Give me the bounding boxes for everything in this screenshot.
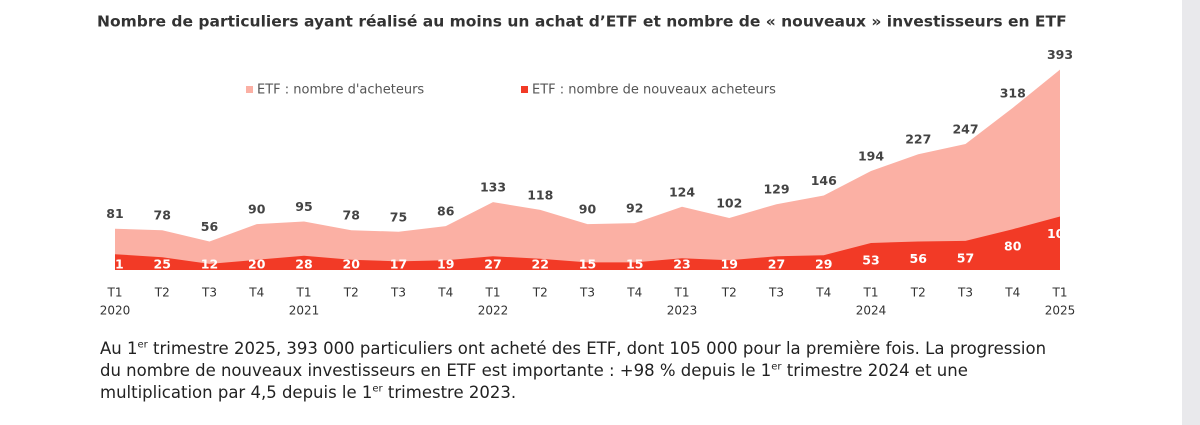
data-label: 102 [716,195,742,210]
data-label: 28 [295,257,312,272]
data-label: 78 [343,208,360,223]
x-tick-label: T2 [910,286,926,300]
caption-text: multiplication par 4,5 depuis le 1 [100,383,373,402]
x-tick-label: T3 [390,286,406,300]
chart: Nombre de particuliers ayant réalisé au … [97,13,1076,318]
x-tick-label: T4 [437,286,453,300]
x-tick-label: 2022 [478,304,509,318]
data-label: 23 [673,257,690,272]
x-tick-label: T4 [626,286,642,300]
x-tick-label: T1 [1052,286,1068,300]
x-tick-label: T1 [674,286,690,300]
data-label: 393 [1047,47,1073,62]
x-tick-label: T3 [957,286,973,300]
chart-title: Nombre de particuliers ayant réalisé au … [97,13,1067,31]
caption-text: du nombre de nouveaux investisseurs en E… [100,361,772,380]
data-label: 27 [768,257,785,272]
x-tick-label: T2 [721,286,737,300]
data-label: 15 [626,257,643,272]
x-tick-label: 2024 [856,304,887,318]
data-label: 81 [106,206,123,221]
data-label: 194 [858,149,884,164]
data-label: 95 [295,199,312,214]
data-label: 129 [763,182,789,197]
data-label: 57 [957,250,974,265]
x-tick-label: 2025 [1045,304,1076,318]
x-tick-label: T4 [1004,286,1020,300]
superscript: er [372,383,383,395]
screen-edge [1182,0,1200,425]
data-label: 31 [106,257,123,272]
caption-text: trimestre 2025, 393 000 particuliers ont… [147,339,1047,358]
data-label: 22 [532,257,549,272]
data-label: 29 [815,257,832,272]
x-tick-label: T3 [201,286,217,300]
data-label: 78 [154,208,171,223]
x-tick-label: T2 [532,286,548,300]
data-label: 56 [201,219,219,234]
data-label: 56 [910,251,928,266]
x-tick-label: T1 [296,286,312,300]
data-label: 12 [201,257,218,272]
legend-label: ETF : nombre de nouveaux acheteurs [532,83,776,98]
data-label: 105 [1047,226,1073,241]
data-label: 20 [343,257,361,272]
x-tick-label: T4 [248,286,264,300]
data-label: 20 [248,257,266,272]
caption-text: Au 1 [100,339,138,358]
x-tick-label: T2 [154,286,170,300]
area [115,216,1060,270]
data-label: 90 [248,202,266,217]
legend-swatch [246,86,253,93]
data-label: 247 [952,122,978,137]
data-label: 124 [669,184,695,199]
x-tick-label: T3 [768,286,784,300]
data-label: 318 [1000,85,1026,100]
x-tick-label: 2021 [289,304,320,318]
x-tick-label: T1 [107,286,123,300]
caption: Au 1er trimestre 2025, 393 000 particuli… [100,338,1100,404]
x-tick-label: T1 [485,286,501,300]
x-tick-label: T1 [863,286,879,300]
x-tick-label: T3 [579,286,595,300]
legend-label: ETF : nombre d'acheteurs [257,83,424,98]
data-label: 19 [721,257,738,272]
area [115,69,1060,270]
data-label: 27 [484,257,501,272]
data-label: 53 [862,252,879,267]
data-label: 227 [905,132,931,147]
data-label: 25 [154,257,171,272]
data-label: 86 [437,204,455,219]
x-tick-label: 2023 [667,304,698,318]
data-label: 17 [390,257,407,272]
data-label: 146 [811,173,837,188]
data-label: 92 [626,201,643,216]
x-tick-label: 2020 [100,304,131,318]
legend-swatch [521,86,528,93]
caption-line: Au 1er trimestre 2025, 393 000 particuli… [100,338,1100,360]
data-label: 19 [437,257,454,272]
caption-text: trimestre 2023. [382,383,517,402]
superscript: er [137,339,148,351]
data-label: 75 [390,209,407,224]
caption-line: multiplication par 4,5 depuis le 1er tri… [100,382,1100,404]
x-tick-label: T2 [343,286,359,300]
x-tick-label: T4 [815,286,831,300]
caption-text: trimestre 2024 et une [781,361,968,380]
data-label: 133 [480,180,506,195]
data-label: 15 [579,257,596,272]
data-label: 80 [1004,239,1022,254]
data-label: 90 [579,202,597,217]
caption-line: du nombre de nouveaux investisseurs en E… [100,360,1100,382]
data-label: 118 [527,187,553,202]
superscript: er [771,361,782,373]
